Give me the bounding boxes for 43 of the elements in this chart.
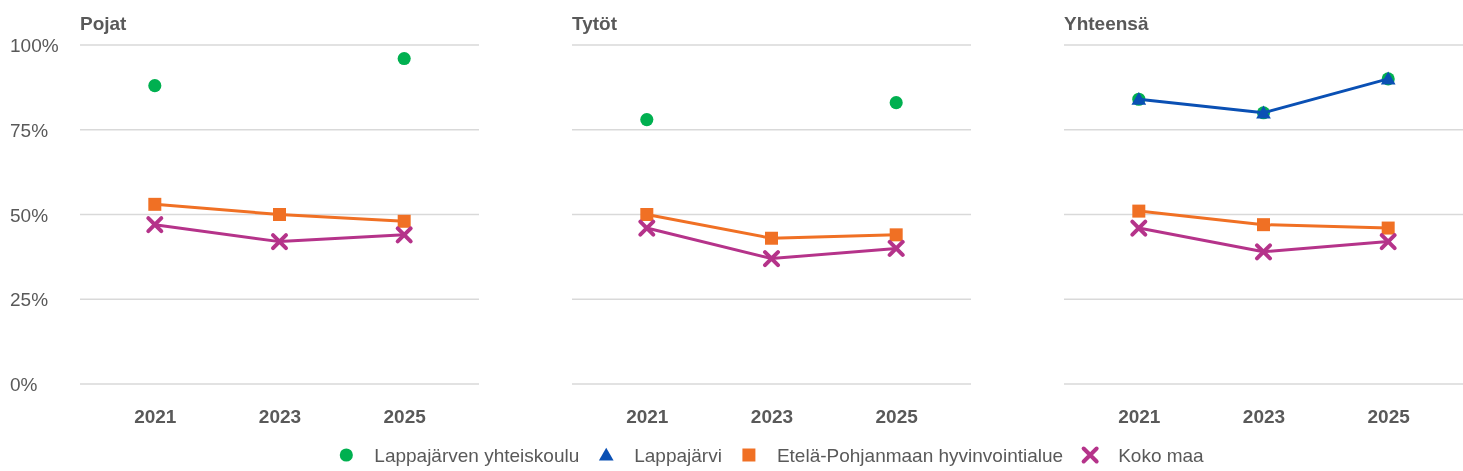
- x-tick-label: 2025: [875, 405, 919, 427]
- x-tick-label: 2023: [750, 405, 794, 427]
- chart-title: Tytöt: [572, 13, 618, 34]
- point: [889, 228, 903, 242]
- chart-title: Yhteensä: [1064, 13, 1149, 34]
- point: [638, 219, 656, 237]
- chart-title: Pojat: [80, 13, 128, 34]
- point: [1379, 233, 1397, 251]
- point: [1132, 204, 1146, 218]
- point: [1130, 219, 1148, 237]
- point: [889, 96, 903, 110]
- point: [765, 231, 778, 245]
- y-tick-label: 50%: [10, 204, 49, 226]
- x-tick-label: 2023: [258, 405, 302, 427]
- point: [640, 208, 654, 221]
- point: [148, 79, 162, 93]
- point: [1255, 243, 1272, 261]
- y-tick-label: 0%: [10, 374, 38, 396]
- point: [395, 226, 413, 244]
- x-tick-label: 2025: [383, 405, 427, 427]
- point: [640, 113, 654, 127]
- point: [763, 250, 780, 268]
- legend-label: Etelä-Pohjanmaan hyvinvointialue: [776, 444, 1064, 466]
- y-tick-label: 100%: [10, 35, 59, 57]
- x-tick-label: 2025: [1367, 405, 1411, 427]
- point: [146, 216, 164, 234]
- y-tick-label: 25%: [10, 289, 49, 311]
- legend-label: Lappajärven yhteiskoulu: [374, 444, 580, 466]
- point: [148, 197, 162, 211]
- x-tick-label: 2023: [1242, 405, 1286, 427]
- point: [273, 208, 286, 221]
- y-tick-label: 75%: [10, 119, 49, 141]
- point: [271, 233, 288, 251]
- point: [1257, 218, 1270, 232]
- point: [397, 214, 411, 228]
- x-tick-label: 2021: [1118, 405, 1161, 427]
- point: [887, 239, 905, 257]
- x-tick-label: 2021: [134, 405, 177, 427]
- point: [1381, 221, 1395, 235]
- legend-label: Lappajärvi: [634, 444, 722, 466]
- x-tick-label: 2021: [626, 405, 669, 427]
- point: [397, 52, 411, 66]
- legend-label: Koko maa: [1118, 444, 1205, 466]
